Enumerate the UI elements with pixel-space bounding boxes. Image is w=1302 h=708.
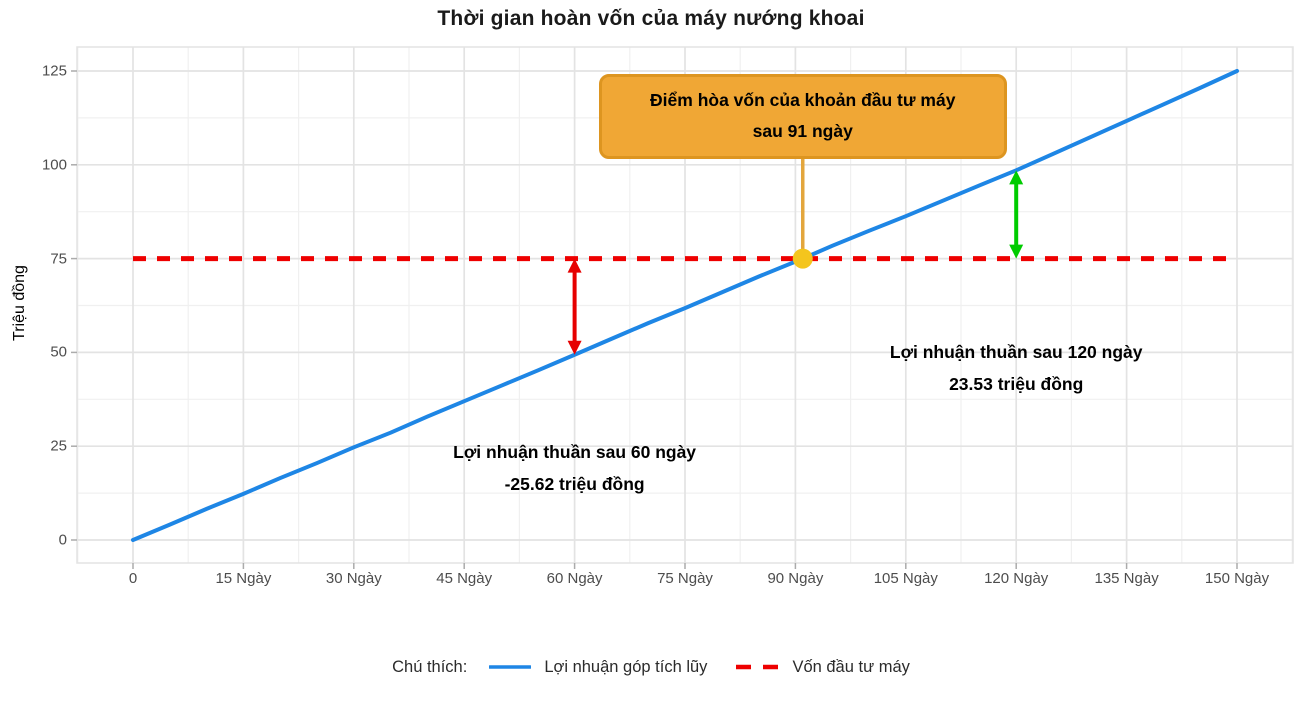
chart-title: Thời gian hoàn vốn của máy nướng khoai bbox=[437, 7, 865, 30]
breakeven-annotation-line2: sau 91 ngày bbox=[752, 121, 853, 141]
x-tick-label: 90 Ngày bbox=[767, 570, 824, 587]
x-tick-label: 135 Ngày bbox=[1094, 570, 1159, 587]
plot-area-svg bbox=[71, 46, 1294, 569]
x-tick-label: 15 Ngày bbox=[215, 570, 272, 587]
x-tick-label: 105 Ngày bbox=[873, 570, 938, 587]
x-axis-tick-labels: 0 15 Ngày 30 Ngày 45 Ngày 60 Ngày 75 Ngày 90 N… bbox=[0, 570, 1302, 592]
y-tick-label: 50 bbox=[50, 343, 67, 361]
breakeven-annotation-line1: Điểm hòa vốn của khoản đầu tư máy bbox=[650, 90, 956, 110]
x-tick-label: 30 Ngày bbox=[325, 570, 382, 587]
y-axis-tick-labels: 0 25 50 75 100 125 bbox=[0, 0, 67, 620]
y-tick-label: 25 bbox=[50, 437, 67, 455]
legend-item-cumulative-profit: Lợi nhuận góp tích lũy bbox=[489, 658, 707, 677]
chart-legend: Chú thích: Lợi nhuận góp tích lũy Vốn đầ… bbox=[0, 650, 1302, 684]
y-tick-label: 125 bbox=[41, 62, 67, 80]
x-tick-label: 150 Ngày bbox=[1204, 570, 1270, 587]
annotation-120d-line1: Lợi nhuận thuần sau 120 ngày bbox=[889, 342, 1143, 362]
annotation-60d-line1: Lợi nhuận thuần sau 60 ngày bbox=[453, 442, 697, 462]
annotation-60d-line2: -25.62 triệu đồng bbox=[504, 474, 645, 494]
arrow-annotation-text: Lợi nhuận thuần sau 60 ngày -25.62 triệu… bbox=[453, 436, 696, 500]
x-tick-label: 0 bbox=[128, 570, 138, 587]
legend-item-investment: Vốn đầu tư máy bbox=[735, 657, 910, 677]
solid-line-swatch-icon bbox=[489, 665, 532, 669]
dashed-line-swatch-icon bbox=[736, 664, 780, 670]
y-tick-label: 0 bbox=[58, 531, 67, 549]
x-tick-label: 60 Ngày bbox=[546, 570, 603, 587]
breakeven-annotation-box: Điểm hòa vốn của khoản đầu tư máy sau 91… bbox=[598, 74, 1007, 159]
y-tick-label: 75 bbox=[50, 250, 67, 268]
annotation-120d-line2: 23.53 triệu đồng bbox=[949, 374, 1084, 394]
x-tick-label: 75 Ngày bbox=[657, 570, 713, 587]
y-tick-label: 100 bbox=[41, 156, 67, 174]
arrow-annotation-text: Lợi nhuận thuần sau 120 ngày 23.53 triệu… bbox=[890, 336, 1143, 400]
x-tick-label: 120 Ngày bbox=[984, 570, 1049, 587]
legend-title: Chú thích: bbox=[392, 657, 468, 676]
legend-item-label: Vốn đầu tư máy bbox=[792, 657, 910, 676]
x-tick-label: 45 Ngày bbox=[436, 570, 493, 587]
legend-item-label: Lợi nhuận góp tích lũy bbox=[544, 657, 708, 676]
